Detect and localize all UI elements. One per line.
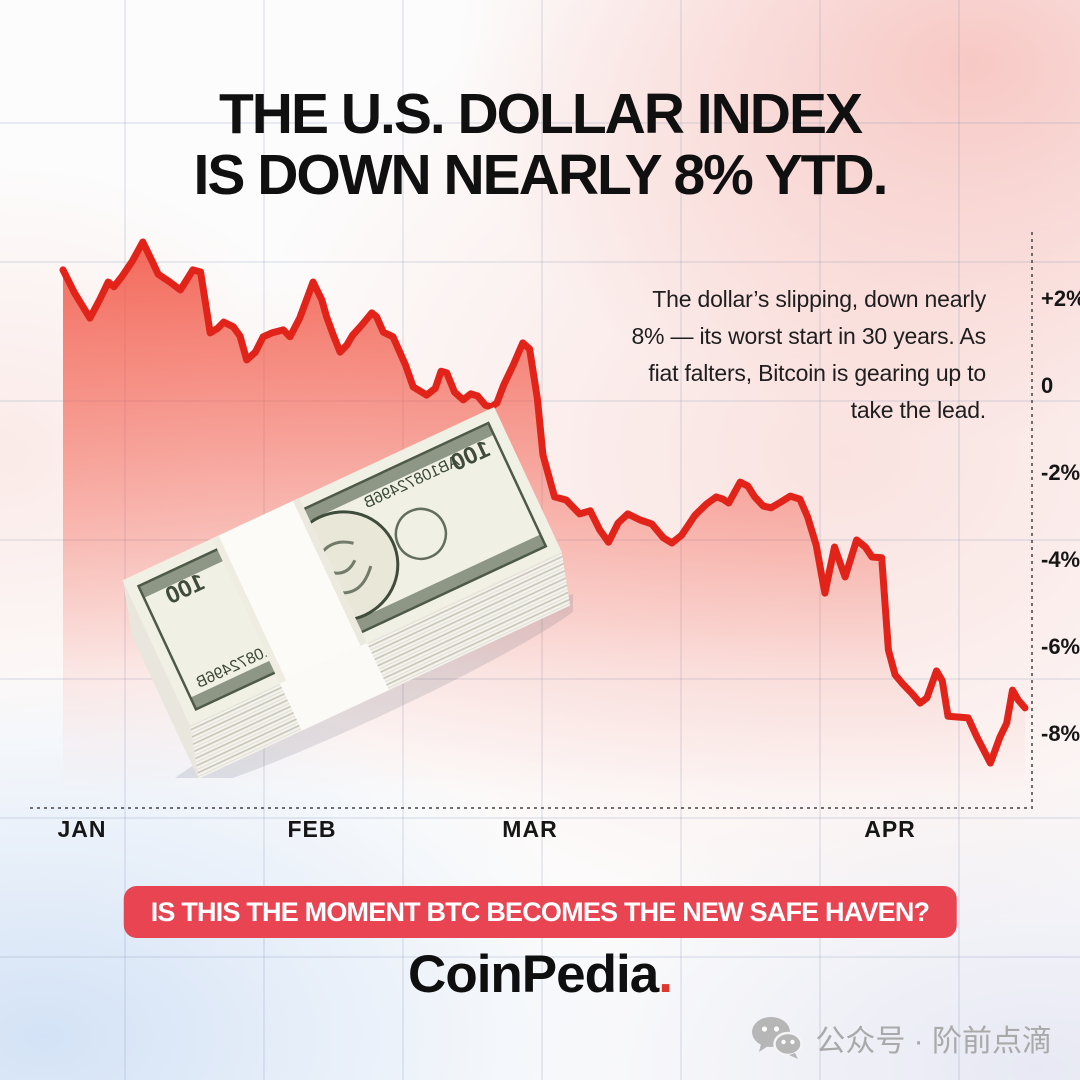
brand-name: CoinPedia [408, 945, 659, 1004]
annotation-line: fiat falters, Bitcoin is gearing up to [648, 360, 986, 386]
title-line-1: THE U.S. DOLLAR INDEX [218, 82, 863, 146]
x-label-JAN: JAN [57, 816, 107, 842]
dashed-axis [30, 232, 1033, 809]
y-tick--4%: -4% [1041, 547, 1080, 572]
stack-end [123, 582, 199, 778]
strap-side [279, 642, 389, 731]
y-tick-+2%: +2% [1041, 286, 1080, 311]
x-label-FEB: FEB [287, 816, 337, 842]
title-line-2: IS DOWN NEARLY 8% YTD. [193, 143, 889, 207]
top-bill-mirrored: 100 100 AB10872496B AB10872496B 100 [122, 407, 562, 726]
annotation-line: The dollar’s slipping, down nearly [652, 286, 986, 312]
annotation-line: take the lead. [850, 397, 987, 423]
stack-side-edges [190, 552, 571, 778]
x-label-APR: APR [864, 816, 916, 842]
x-label-MAR: MAR [502, 816, 558, 842]
y-tick--6%: -6% [1041, 634, 1080, 659]
banner: IS THIS THE MOMENT BTC BECOMES THE NEW S… [123, 886, 957, 938]
y-tick--8%: -8% [1041, 721, 1080, 746]
banner-label: IS THIS THE MOMENT BTC BECOMES THE NEW S… [150, 897, 930, 927]
annotation-line: 8% — its worst start in 30 years. As [631, 323, 986, 349]
wechat-icon [751, 1016, 804, 1060]
page-title: THE U.S. DOLLAR INDEX IS DOWN NEARLY 8% … [0, 84, 1080, 206]
chart-line [59, 238, 1029, 767]
brand-logo: CoinPedia. [0, 944, 1080, 1005]
wechat-label: 公众号 · 阶前点滴 [815, 1025, 1052, 1058]
money-stack-image: 100 100 AB10872496B AB10872496B 100 [122, 407, 573, 778]
wechat-watermark: 公众号 · 阶前点滴 [751, 1016, 1052, 1060]
chart-annotation: The dollar’s slipping, down nearly 8% — … [546, 281, 986, 429]
brand-dot: . [658, 945, 673, 1004]
y-tick--2%: -2% [1041, 460, 1080, 485]
y-tick-0: 0 [1041, 373, 1054, 398]
